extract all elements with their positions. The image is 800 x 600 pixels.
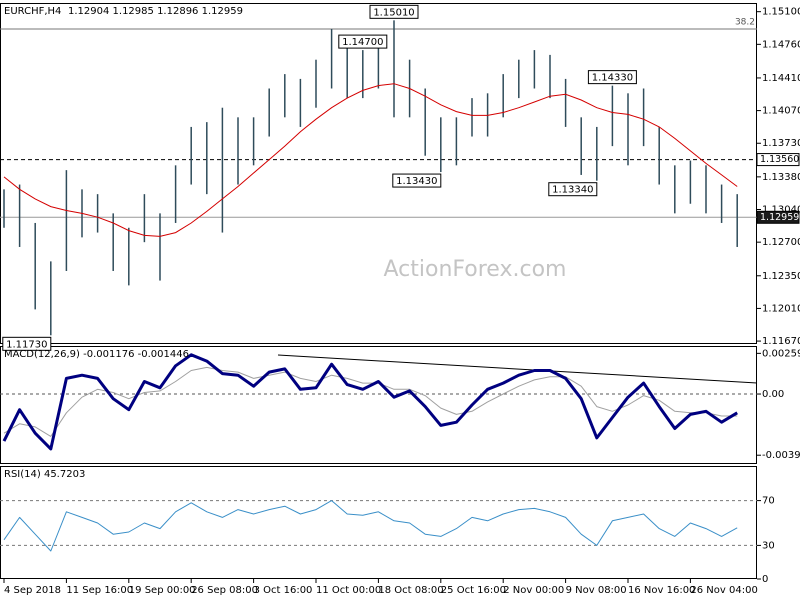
price-annotation: 1.14330: [592, 73, 633, 84]
price-annotation-box: [369, 4, 419, 19]
watermark: ActionForex.com: [384, 257, 567, 282]
indicator-line: [2, 353, 738, 451]
y-tick-label: 70: [762, 496, 775, 507]
price-level-box: [756, 153, 800, 167]
x-tick-label: 11 Sep 16:00: [66, 585, 133, 596]
price-level-label: 1.12959: [760, 212, 799, 223]
y-tick-label: 1.14410: [762, 73, 800, 84]
x-tick-label: 25 Oct 16:00: [441, 585, 506, 596]
price-annotation-box: [587, 70, 637, 85]
ohlc-readout: 1.12904 1.12985 1.12896 1.12959: [68, 6, 243, 17]
y-tick-label: 1.12350: [762, 271, 800, 282]
price-level-box: [756, 210, 800, 224]
y-tick-label: 0.002595: [762, 348, 800, 359]
x-tick-label: 11 Oct 00:00: [316, 585, 381, 596]
x-tick-label: 16 Nov 16:00: [628, 585, 695, 596]
macd-title: MACD(12,26,9) -0.001176 -0.001446: [4, 349, 189, 360]
y-tick-label: 1.14070: [762, 106, 800, 117]
price-annotation: 1.15010: [373, 7, 414, 18]
y-tick-label: 0.00: [762, 389, 784, 400]
y-tick-label: 30: [762, 540, 775, 551]
moving-average: [3, 83, 738, 237]
rsi-panel-frame: [0, 466, 757, 579]
price-level-label: 1.13560: [760, 154, 799, 165]
x-tick-label: 4 Sep 2018: [4, 585, 61, 596]
x-tick-label: 9 Nov 08:00: [566, 585, 627, 596]
y-tick-label: 1.14760: [762, 39, 800, 50]
y-tick-label: 1.15100: [762, 7, 800, 18]
rsi-title: RSI(14) 45.7203: [4, 469, 85, 480]
chart-title: EURCHF,H4: [4, 6, 61, 17]
price-annotation: 1.13430: [396, 176, 437, 187]
price-annotation-box: [548, 182, 598, 197]
x-tick-label: 19 Sep 00:00: [129, 585, 196, 596]
indicator-line: [3, 500, 738, 552]
y-tick-label: 1.13380: [762, 172, 800, 183]
y-tick-label: -0.003903: [762, 450, 800, 461]
y-tick-label: 0: [762, 574, 768, 585]
x-tick-label: 26 Nov 04:00: [690, 585, 757, 596]
fib-label: 38.2: [735, 17, 755, 27]
price-annotation-box: [392, 173, 442, 188]
y-tick-label: 1.13040: [762, 205, 800, 216]
price-annotation: 1.11730: [6, 339, 47, 350]
x-tick-label: 18 Oct 08:00: [378, 585, 443, 596]
price-panel-frame: [0, 3, 757, 344]
macd-panel-frame: [0, 346, 757, 464]
y-tick-label: 1.12700: [762, 237, 800, 248]
price-annotation-box: [2, 336, 52, 351]
price-annotation: 1.14700: [342, 37, 383, 48]
x-tick-label: 3 Oct 16:00: [254, 585, 313, 596]
price-annotation: 1.13340: [552, 185, 593, 196]
macd-trendline: [277, 354, 758, 384]
y-tick-label: 1.11670: [762, 336, 800, 347]
price-annotation-box: [338, 34, 388, 49]
indicator-line: [3, 366, 738, 437]
x-tick-label: 2 Nov 00:00: [503, 585, 564, 596]
x-tick-label: 26 Sep 08:00: [191, 585, 258, 596]
y-tick-label: 1.13730: [762, 138, 800, 149]
y-tick-label: 1.12010: [762, 303, 800, 314]
